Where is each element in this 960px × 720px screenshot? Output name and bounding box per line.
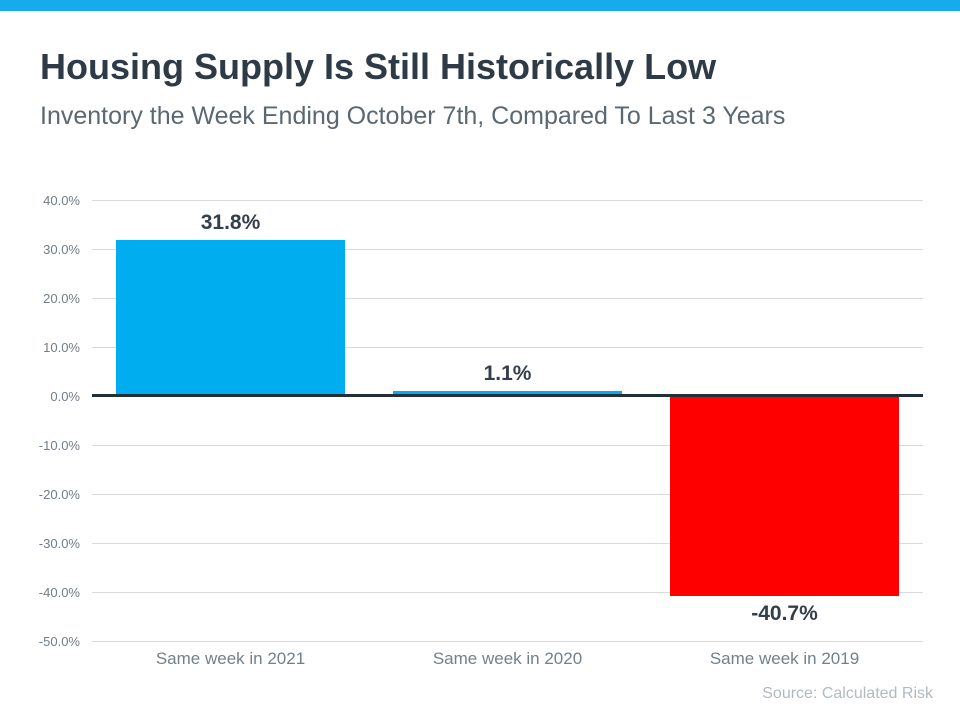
y-axis-tick-label: -10.0% xyxy=(38,438,80,453)
gridline xyxy=(92,445,923,446)
header-accent-stripe xyxy=(0,0,960,11)
y-axis-tick-label: 20.0% xyxy=(43,291,80,306)
gridline xyxy=(92,249,923,250)
gridline xyxy=(92,200,923,201)
y-axis-tick-label: -20.0% xyxy=(38,487,80,502)
bar-value-label: 31.8% xyxy=(200,211,261,235)
gridline xyxy=(92,494,923,495)
x-axis-category-label: Same week in 2021 xyxy=(155,649,306,668)
source-credit: Source: Calculated Risk xyxy=(762,685,933,702)
y-axis-tick-label: 40.0% xyxy=(43,193,80,208)
bar-value-label: 1.1% xyxy=(483,361,532,385)
zero-axis-line xyxy=(92,394,923,397)
page-subtitle: Inventory the Week Ending October 7th, C… xyxy=(40,102,786,130)
page-title: Housing Supply Is Still Historically Low xyxy=(40,46,717,87)
y-axis-tick-label: -50.0% xyxy=(38,634,80,649)
gridline xyxy=(92,298,923,299)
gridline xyxy=(92,543,923,544)
y-axis-tick-label: -30.0% xyxy=(38,536,80,551)
y-axis-tick-label: -40.0% xyxy=(38,585,80,600)
gridline xyxy=(92,641,923,642)
x-axis-category-label: Same week in 2020 xyxy=(432,649,583,668)
bar-3 xyxy=(670,397,899,597)
bar-value-label: -40.7% xyxy=(751,602,818,626)
gridline xyxy=(92,347,923,348)
bar-1 xyxy=(116,240,345,395)
gridline xyxy=(92,592,923,593)
x-axis-category-label: Same week in 2019 xyxy=(709,649,860,668)
y-axis-tick-label: 10.0% xyxy=(43,340,80,355)
y-axis-tick-label: 0.0% xyxy=(50,389,80,404)
bar-2 xyxy=(393,390,622,395)
y-axis-tick-label: 30.0% xyxy=(43,242,80,257)
